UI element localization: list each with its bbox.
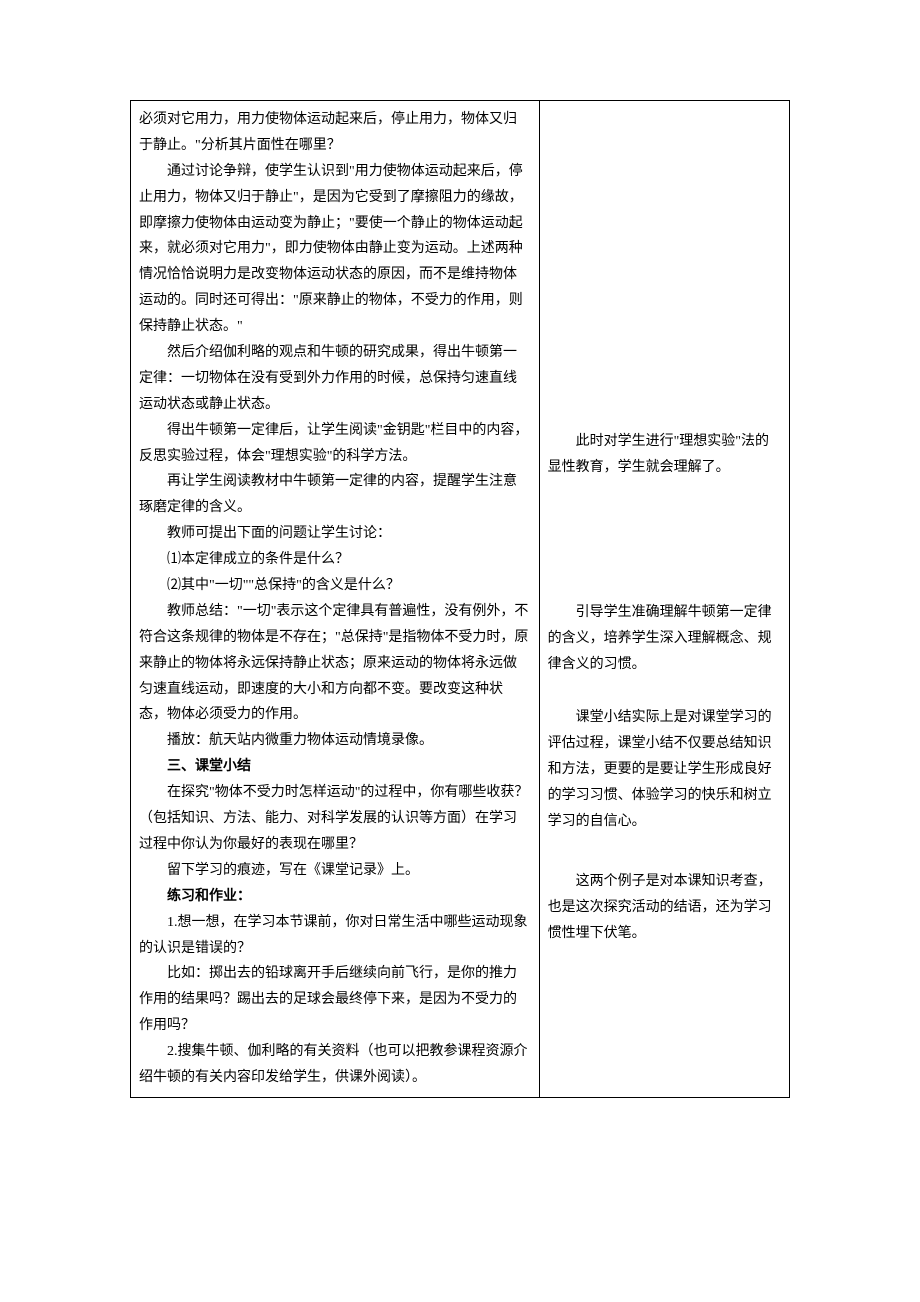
body-text: 然后介绍伽利略的观点和牛顿的研究成果，得出牛顿第一定律：一切物体在没有受到外力作…	[139, 340, 531, 418]
annotation-text: 这两个例子是对本课知识考查，也是这次探究活动的结语，还为学习惯性埋下伏笔。	[548, 869, 781, 947]
left-cell: 必须对它用力，用力使物体运动起来后，停止用力，物体又归于静止。"分析其片面性在哪…	[131, 101, 540, 1098]
lesson-plan-table: 必须对它用力，用力使物体运动起来后，停止用力，物体又归于静止。"分析其片面性在哪…	[130, 100, 790, 1098]
body-text: 教师总结："一切"表示这个定律具有普遍性，没有例外，不符合这条规律的物体是不存在…	[139, 599, 531, 728]
section-heading: 练习和作业：	[139, 884, 531, 910]
annotation-text: 此时对学生进行"理想实验"法的显性教育，学生就会理解了。	[548, 429, 781, 481]
body-text: 播放：航天站内微重力物体运动情境录像。	[139, 728, 531, 754]
body-text: 通过讨论争辩，使学生认识到"用力使物体运动起来后，停止用力，物体又归于静止"，是…	[139, 159, 531, 340]
body-text: 教师可提出下面的问题让学生讨论：	[139, 521, 531, 547]
section-heading: 三、课堂小结	[139, 754, 531, 780]
body-text: 必须对它用力，用力使物体运动起来后，停止用力，物体又归于静止。"分析其片面性在哪…	[139, 107, 531, 159]
table-row: 必须对它用力，用力使物体运动起来后，停止用力，物体又归于静止。"分析其片面性在哪…	[131, 101, 790, 1098]
body-text: 1.想一想，在学习本节课前，你对日常生活中哪些运动现象的认识是错误的？	[139, 910, 531, 962]
annotation-text: 引导学生准确理解牛顿第一定律的含义，培养学生深入理解概念、规律含义的习惯。	[548, 600, 781, 678]
body-text: 在探究"物体不受力时怎样运动"的过程中，你有哪些收获？（包括知识、方法、能力、对…	[139, 780, 531, 858]
body-text: 得出牛顿第一定律后，让学生阅读"金钥匙"栏目中的内容，反思实验过程，体会"理想实…	[139, 418, 531, 470]
body-text: 2.搜集牛顿、伽利略的有关资料（也可以把教参课程资源介绍牛顿的有关内容印发给学生…	[139, 1039, 531, 1091]
annotation-text: 课堂小结实际上是对课堂学习的评估过程，课堂小结不仅要总结知识和方法，更要的是要让…	[548, 705, 781, 834]
body-text: ⑴本定律成立的条件是什么？	[139, 547, 531, 573]
body-text: 留下学习的痕迹，写在《课堂记录》上。	[139, 858, 531, 884]
body-text: 比如：掷出去的铅球离开手后继续向前飞行，是你的推力作用的结果吗？踢出去的足球会最…	[139, 961, 531, 1039]
right-cell: 此时对学生进行"理想实验"法的显性教育，学生就会理解了。 引导学生准确理解牛顿第…	[539, 101, 789, 1098]
body-text: ⑵其中"一切""总保持"的含义是什么？	[139, 573, 531, 599]
body-text: 再让学生阅读教材中牛顿第一定律的内容，提醒学生注意琢磨定律的含义。	[139, 469, 531, 521]
